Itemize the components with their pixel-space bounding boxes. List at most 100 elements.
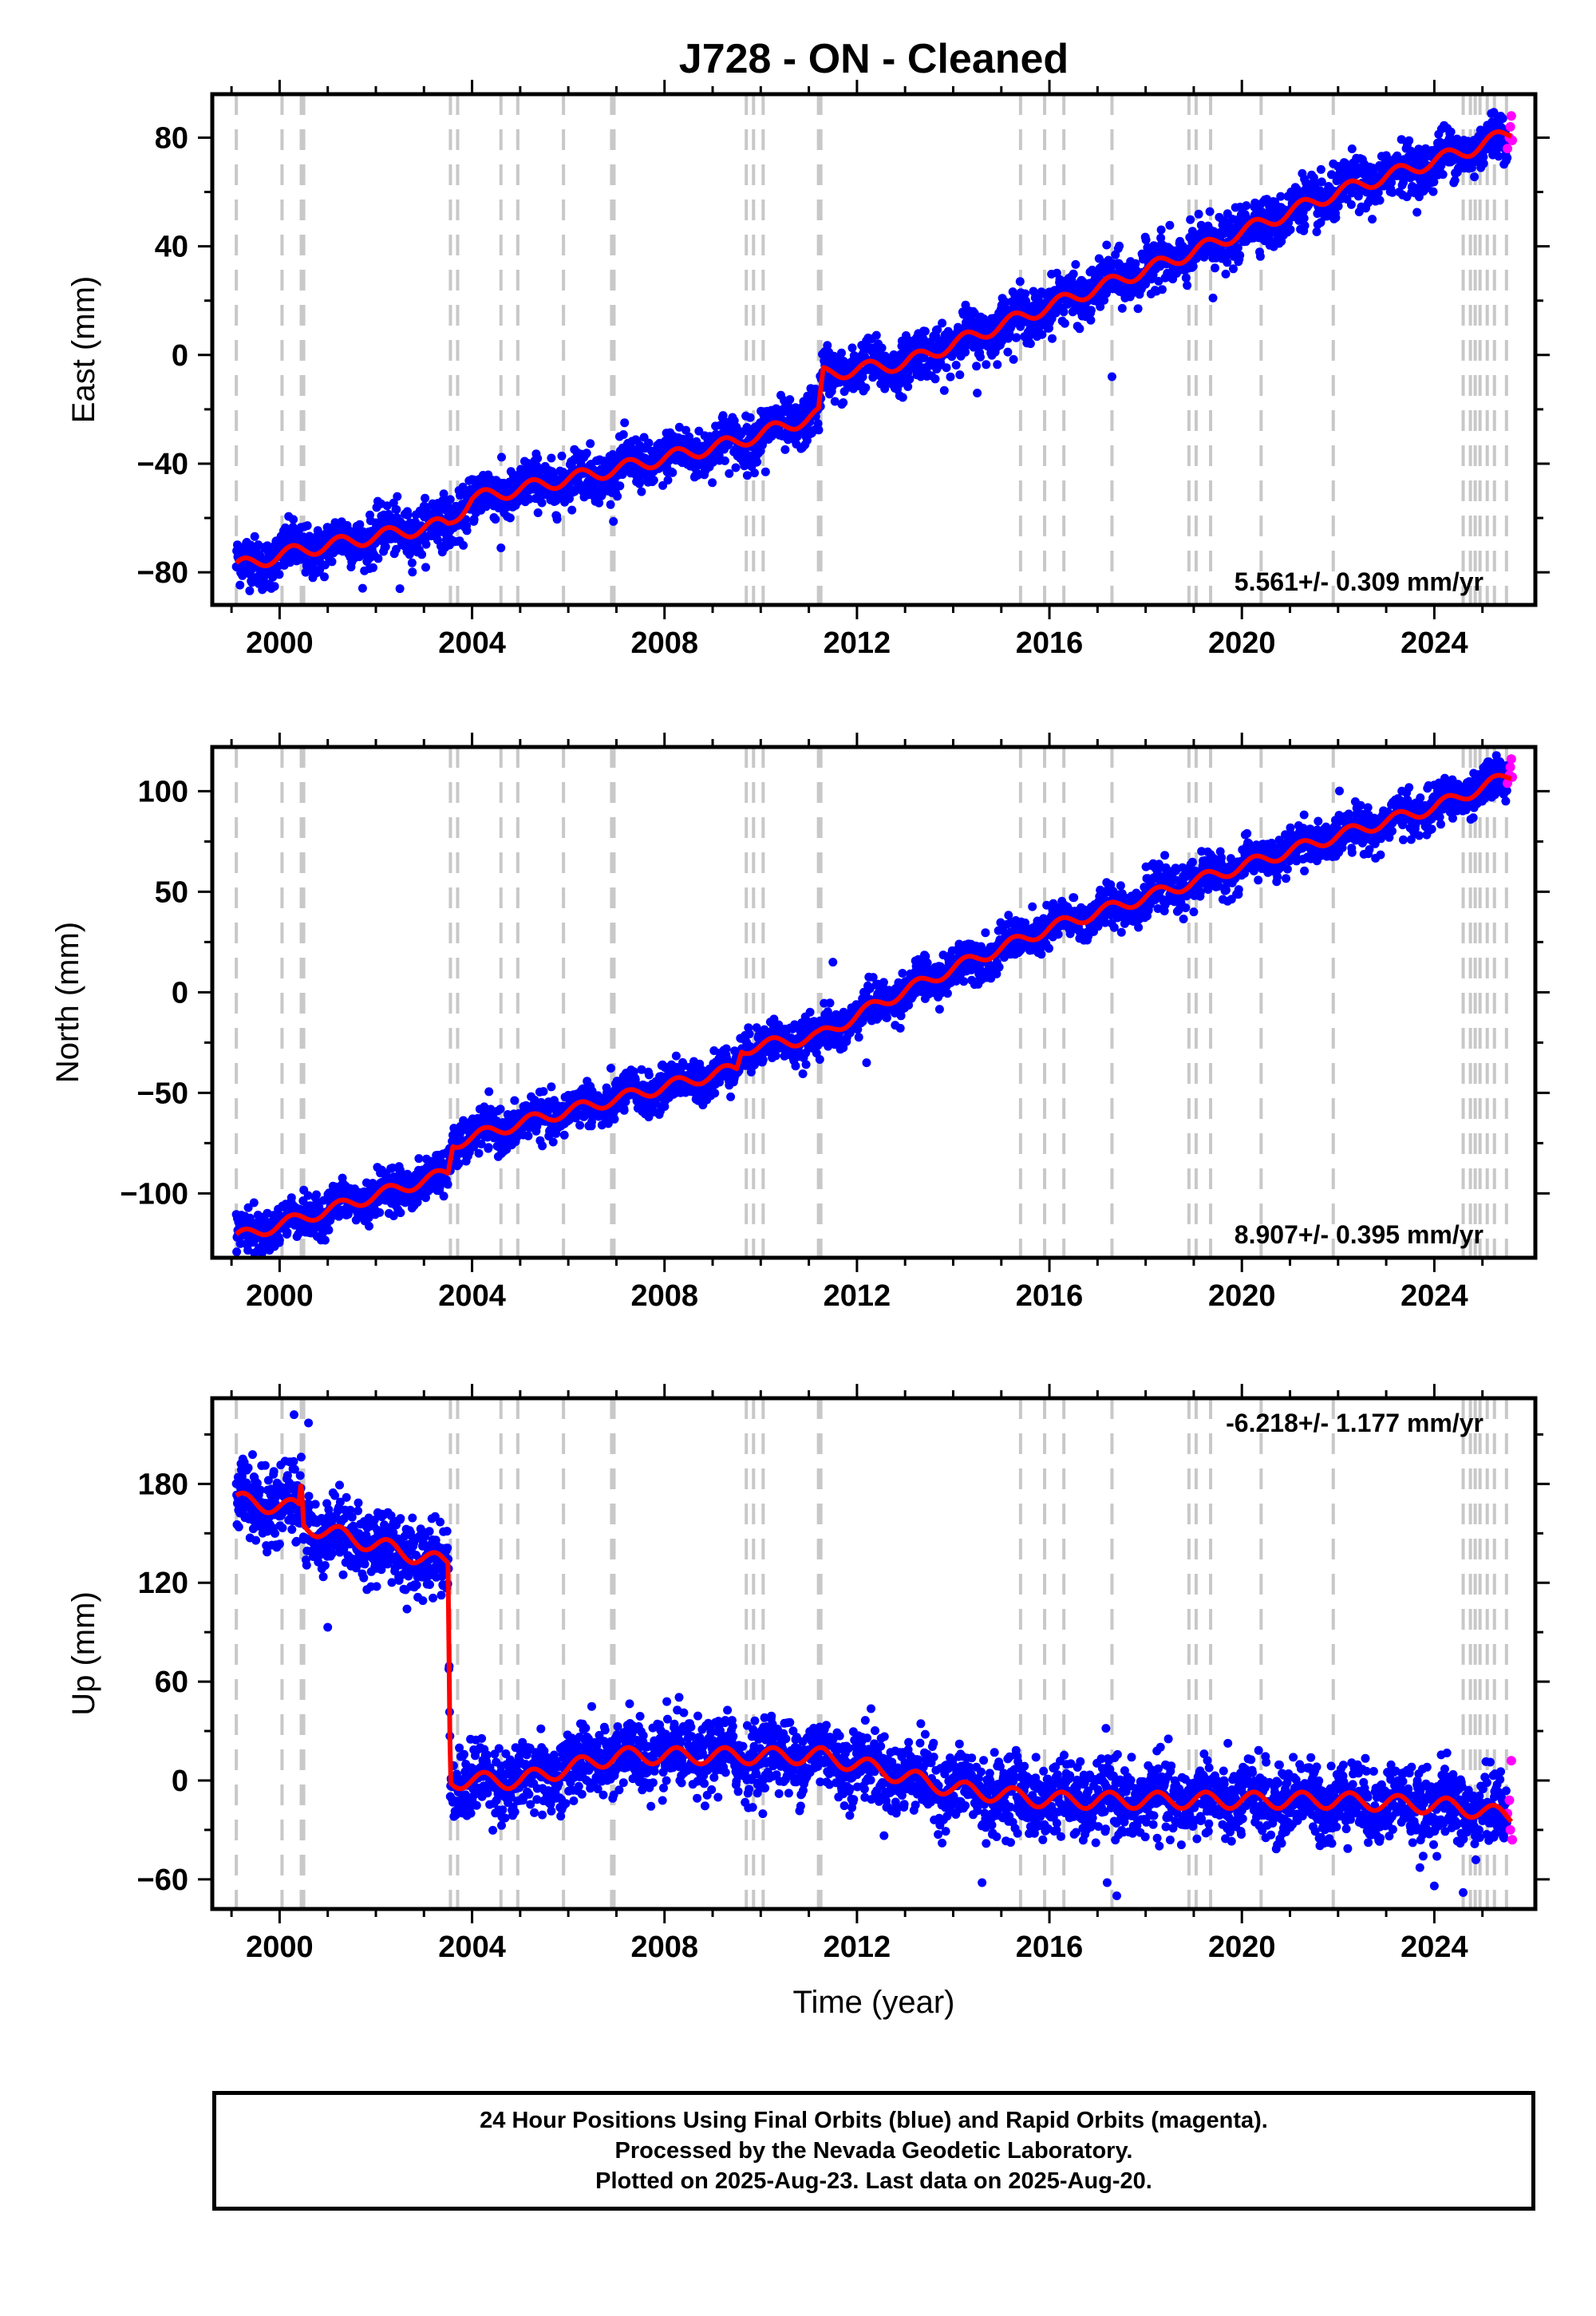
data-point (1223, 258, 1232, 267)
data-point (358, 583, 367, 593)
data-point (750, 468, 759, 478)
data-point (439, 1192, 448, 1201)
data-point (1165, 220, 1175, 230)
rapid-point (1503, 144, 1513, 154)
data-point (649, 476, 658, 485)
data-point (668, 468, 678, 477)
data-point (393, 492, 402, 501)
data-point (1025, 339, 1035, 349)
data-point (920, 326, 930, 336)
data-point (951, 361, 961, 370)
data-point (270, 582, 279, 591)
data-point (976, 352, 985, 362)
data-point (414, 1154, 424, 1164)
plot-area (231, 94, 1518, 605)
data-point (814, 425, 824, 435)
data-point (1069, 269, 1078, 279)
data-point (1194, 209, 1203, 219)
data-point (1470, 172, 1479, 182)
data-point (497, 453, 506, 462)
x-tick-label: 2020 (1208, 626, 1276, 660)
data-point (275, 570, 284, 579)
data-point (1438, 170, 1448, 180)
plot-area (231, 747, 1518, 1258)
data-point (946, 372, 955, 381)
data-point (903, 382, 913, 391)
data-point (1404, 136, 1414, 145)
data-point (496, 543, 506, 553)
data-point (392, 544, 401, 554)
data-point (1286, 225, 1295, 235)
panel-north: 2000 2004 2008 2012 2016 2020 2024−100−5005010… (50, 733, 1550, 1313)
rapid-point (1505, 121, 1515, 132)
data-point (1211, 263, 1219, 273)
y-axis-label: East (mm) (66, 276, 101, 423)
data-point (858, 372, 867, 381)
data-point (1086, 315, 1096, 325)
data-point (439, 489, 448, 499)
data-point (459, 540, 468, 550)
time-series-plots: 2000 2004 2008 2012 2016 2020 2024−80−4004080E… (50, 80, 1550, 2020)
data-point (533, 453, 543, 463)
data-point (637, 487, 646, 496)
x-tick-label: 2012 (824, 626, 891, 660)
data-point (760, 467, 770, 476)
data-point (320, 560, 330, 570)
data-point (327, 557, 337, 567)
data-point (232, 1247, 242, 1257)
data-point (1347, 144, 1357, 153)
data-point (1141, 235, 1151, 245)
data-point (484, 1143, 493, 1152)
data-point (1331, 213, 1341, 223)
data-point (619, 1105, 629, 1115)
data-point (1115, 241, 1124, 251)
data-point (613, 492, 622, 501)
data-point (445, 495, 455, 504)
data-point (595, 498, 604, 508)
y-tick-label: −80 (137, 556, 188, 590)
data-point (606, 1064, 615, 1073)
data-point (993, 360, 1002, 370)
data-point (355, 520, 365, 529)
data-point (1048, 334, 1057, 343)
data-point (615, 481, 625, 491)
x-tick-label: 2004 (438, 626, 506, 660)
data-point (462, 526, 472, 536)
y-tick-label: 40 (155, 231, 188, 264)
data-point (1428, 187, 1438, 196)
data-point (1117, 303, 1127, 313)
data-point (557, 451, 567, 460)
data-point (1242, 201, 1251, 211)
data-point (1186, 215, 1195, 224)
data-point (1221, 269, 1231, 279)
data-point (396, 1208, 405, 1218)
data-point (955, 370, 965, 380)
data-point (395, 584, 405, 594)
data-point (830, 397, 839, 406)
data-point (275, 1235, 284, 1245)
rate-label: 5.561+/- 0.309 mm/yr (1235, 567, 1483, 596)
data-point (671, 1051, 681, 1061)
data-point (982, 360, 991, 370)
data-point (443, 1180, 452, 1189)
data-point (961, 347, 970, 357)
data-point (324, 1225, 334, 1235)
data-point (548, 1137, 558, 1147)
data-point (421, 493, 430, 503)
data-point (1498, 113, 1507, 123)
data-point (861, 383, 871, 393)
data-point (1188, 262, 1198, 271)
data-point (403, 511, 413, 520)
data-point (552, 515, 562, 524)
data-point (811, 384, 820, 393)
data-point (597, 490, 606, 500)
x-tick-label: 2000 (246, 626, 314, 660)
data-point (289, 515, 298, 524)
data-point (644, 438, 654, 448)
data-point (547, 453, 556, 463)
data-point (1015, 277, 1025, 287)
data-point (586, 439, 595, 449)
data-point (286, 1193, 296, 1203)
data-point (369, 563, 377, 572)
data-point (837, 348, 846, 358)
